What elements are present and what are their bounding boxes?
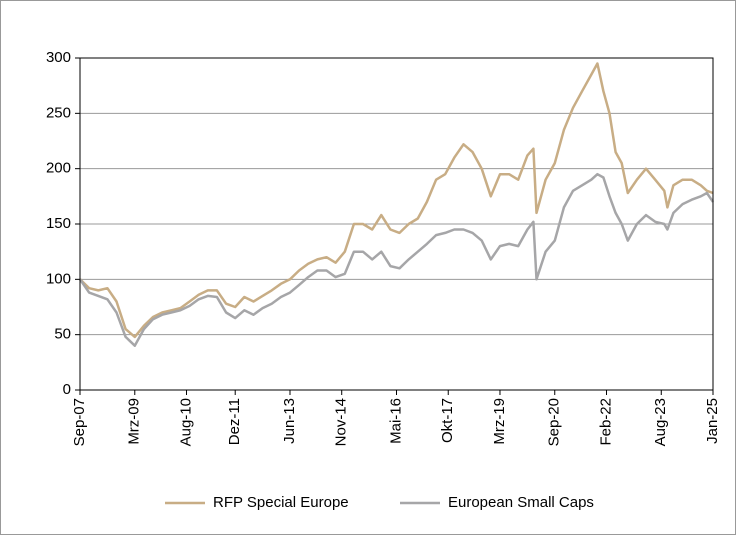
y-tick-label: 250 bbox=[46, 104, 71, 121]
series-line bbox=[78, 172, 715, 347]
y-tick-label: 0 bbox=[63, 381, 71, 398]
y-tick-label: 200 bbox=[46, 160, 71, 177]
x-tick-label: Aug-23 bbox=[652, 398, 669, 446]
x-tick-label: Nov-14 bbox=[333, 398, 350, 446]
y-tick-label: 50 bbox=[54, 326, 71, 343]
plot-border bbox=[79, 57, 714, 391]
x-tick-label: Feb-22 bbox=[597, 398, 614, 446]
y-tick-label: 150 bbox=[46, 215, 71, 232]
legend-label: RFP Special Europe bbox=[213, 494, 349, 511]
x-tick-label: Aug-10 bbox=[177, 398, 194, 446]
x-tick-label: Mrz-19 bbox=[491, 398, 508, 445]
x-tick-label: Jan-25 bbox=[704, 398, 721, 444]
x-tick-label: Mai-16 bbox=[387, 398, 404, 444]
series-line bbox=[79, 62, 714, 339]
x-tick-label: Okt-17 bbox=[439, 398, 456, 443]
x-tick-label: Jun-13 bbox=[281, 398, 298, 444]
y-tick-label: 100 bbox=[46, 270, 71, 287]
x-tick-label: Mrz-09 bbox=[126, 398, 143, 445]
legend-label: European Small Caps bbox=[448, 494, 594, 511]
x-tick-label: Sep-20 bbox=[546, 398, 563, 446]
x-tick-label: Dez-11 bbox=[226, 398, 243, 445]
x-tick-label: Sep-07 bbox=[71, 398, 88, 446]
y-tick-label: 300 bbox=[46, 49, 71, 66]
